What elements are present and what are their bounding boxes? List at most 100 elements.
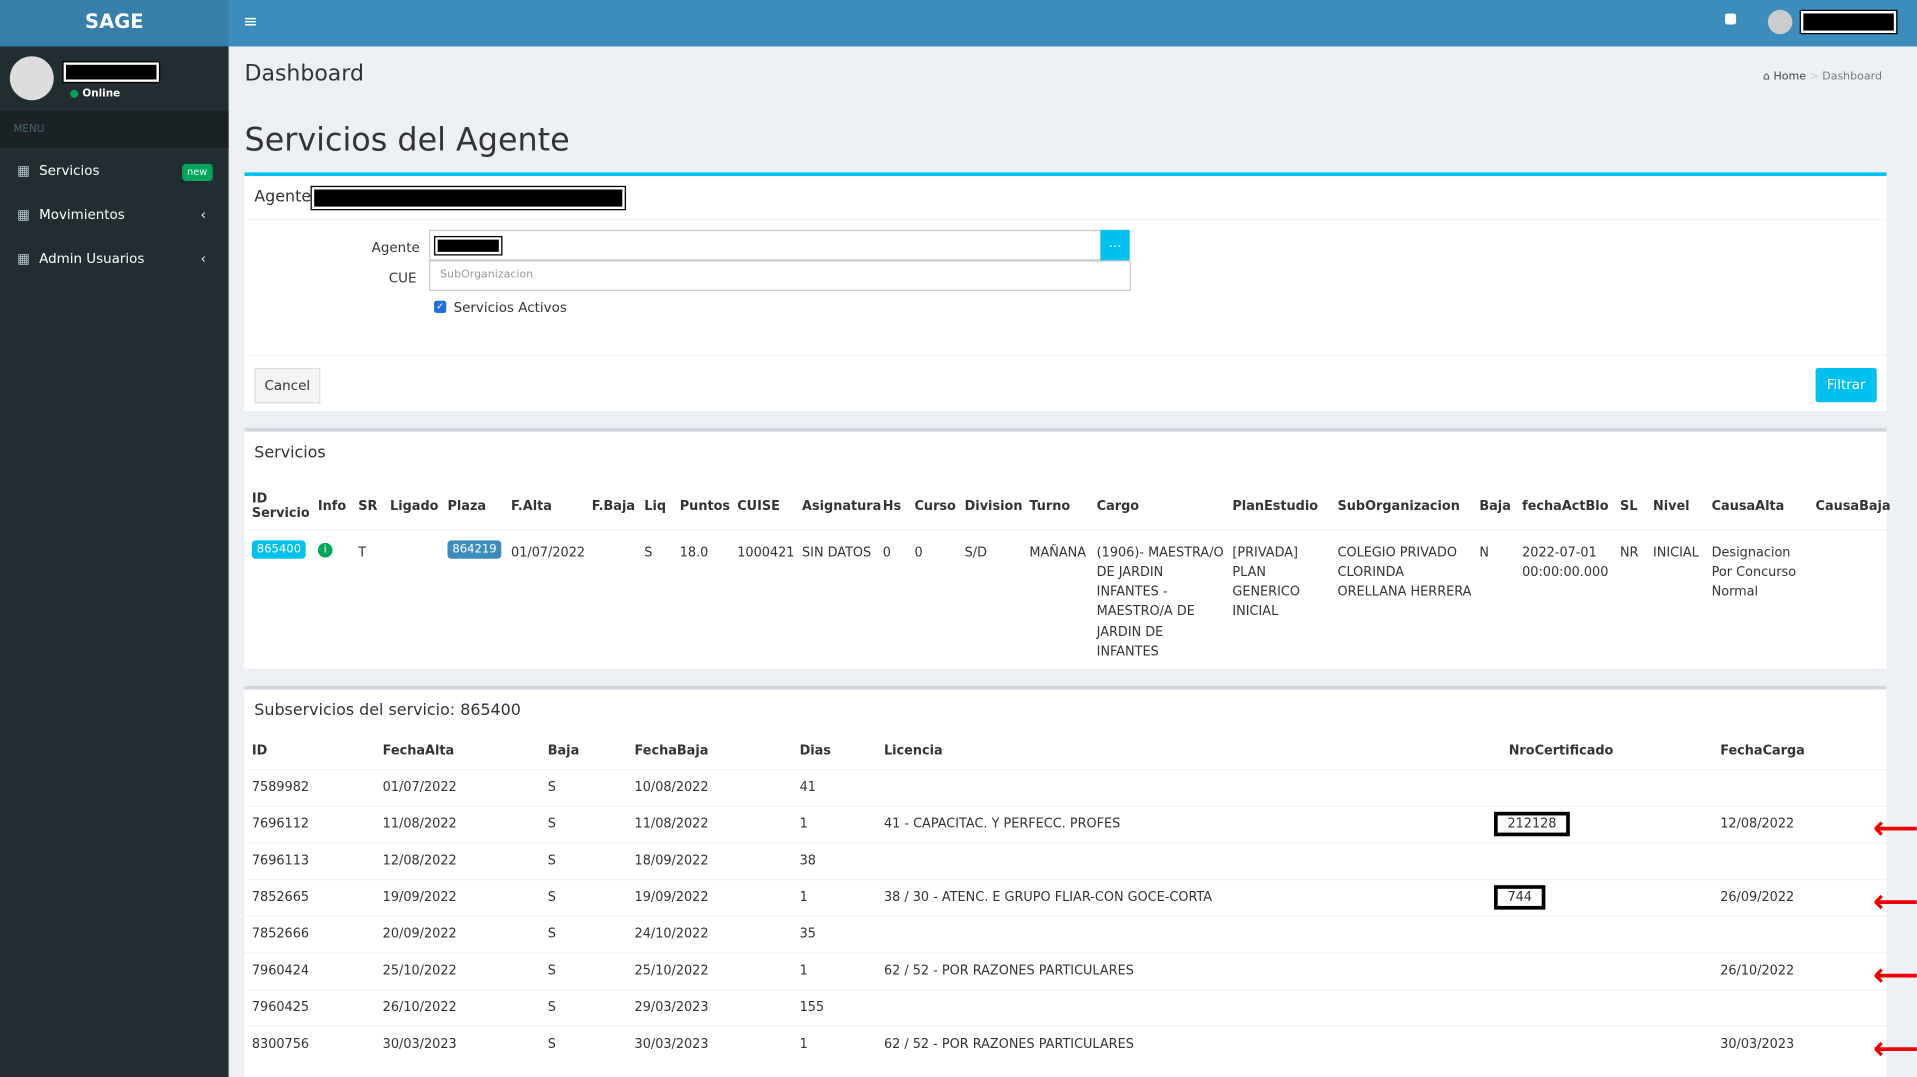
cell [1501, 1026, 1713, 1063]
arrow: ⟵ [1873, 810, 1917, 848]
cell: S [540, 916, 627, 953]
checkbox[interactable]: ✓ [434, 300, 447, 313]
column-header: CUISE [737, 498, 780, 514]
cell-text: Designacion Por Concurso Normal [1711, 544, 1797, 600]
cell: 11/08/2022 [627, 806, 792, 843]
cell: 20/09/2022 [375, 916, 540, 953]
box-title: Agente [254, 188, 312, 207]
column-header: Nivel [1652, 498, 1690, 514]
column-header: SubOrganizacion [1337, 498, 1460, 514]
cell: 11/08/2022 [375, 806, 540, 843]
row: 7960425 26/10/2022 S 29/03/2023 155 [244, 989, 1887, 1026]
avatar[interactable] [1767, 9, 1793, 35]
menu-label: MENU [0, 111, 229, 148]
menu-toggle[interactable]: ≡ [243, 12, 258, 32]
cell-text: 8300756 [251, 1037, 310, 1052]
cell: NR [1613, 529, 1646, 666]
notifications[interactable] [1725, 13, 1737, 25]
cell: 26/09/2022 [1713, 879, 1887, 916]
cell: 26/10/2022 [375, 989, 540, 1026]
menu-item[interactable]: ▦ Movimientos ‹ [0, 193, 229, 237]
cell-text: 24/10/2022 [634, 926, 709, 942]
cell-text: 19/09/2022 [382, 890, 457, 905]
column-header: Baja [1479, 498, 1511, 514]
cell-text: 11/08/2022 [634, 816, 709, 832]
cell: 62 / 52 - POR RAZONES PARTICULARES ⟵ [877, 1026, 1917, 1065]
id-badge[interactable]: 865400 [251, 539, 306, 559]
cell: INICIAL [1646, 529, 1705, 666]
cell: (1906)- MAESTRA/O DE JARDIN INFANTES - M… [1089, 529, 1225, 666]
cell [584, 529, 637, 666]
box-title: Servicios [254, 443, 326, 463]
menu-item[interactable]: ▦ Admin Usuarios ‹ [0, 237, 229, 281]
column-header: Cargo [1096, 498, 1140, 514]
cell: 7960425 [245, 989, 376, 1026]
cell: 24/10/2022 [627, 916, 792, 953]
menu-label: Movimientos [39, 206, 125, 223]
cell-text: 1 [799, 963, 808, 979]
agente-input[interactable] [429, 229, 1102, 261]
page-title: Dashboard [244, 61, 364, 87]
crumb[interactable]: Home [1773, 70, 1806, 84]
cell-text: 7852665 [251, 890, 310, 905]
column-header: Division [964, 498, 1023, 514]
column-header: Liq [644, 498, 667, 514]
cell [877, 769, 1502, 806]
cell: 25/10/2022 [375, 952, 540, 989]
menu-item[interactable]: ▦ Servicios new [0, 149, 229, 193]
cell-text: S [547, 1000, 556, 1015]
cancel-button[interactable]: Cancel [254, 368, 321, 404]
cell: COLEGIO PRIVADO CLORINDA ORELLANA HERRER… [1330, 529, 1472, 666]
cell-text: SIN DATOS [802, 544, 872, 560]
chevron: ‹ [200, 250, 206, 267]
highlighted-value: 212128 [1494, 811, 1570, 837]
icon: ▦ [17, 250, 30, 267]
cell-text: 0 [914, 544, 923, 560]
cell: Designacion Por Concurso Normal [1704, 529, 1808, 666]
cell: i [311, 529, 351, 666]
cell-text: 7589982 [251, 780, 310, 795]
column-header: Baja [547, 743, 580, 758]
cell: 7852665 [245, 879, 376, 916]
cell: 18.0 [672, 529, 729, 666]
cell-text: COLEGIO PRIVADO CLORINDA ORELLANA HERRER… [1337, 544, 1472, 600]
cell [1713, 916, 1887, 953]
column-header: Dias [799, 743, 831, 758]
cell-text: 2022-07-01 00:00:00.000 [1522, 544, 1609, 580]
column-header: SR [358, 498, 378, 514]
cell [1501, 989, 1713, 1026]
heading: Servicios del Agente [244, 122, 570, 159]
cell [1713, 842, 1887, 879]
cell: S [540, 879, 627, 916]
cell: 0 [907, 529, 957, 666]
cell: 41 [792, 769, 876, 806]
cell [383, 529, 440, 666]
cell: 38 [792, 842, 876, 879]
cell [1501, 842, 1713, 879]
header-row: ID FechaAlta Baja FechaBaja Dias Licencia NroC… [244, 732, 1887, 770]
cell-text: 0 [882, 544, 891, 560]
cue-input[interactable]: SubOrganizacion [429, 260, 1131, 291]
id-badge[interactable]: 864219 [447, 539, 502, 559]
menu-label: Servicios [39, 162, 100, 179]
info-icon[interactable]: i [317, 542, 333, 557]
row: 865400 i T 864219 01/07/2022 S 18.0 1000421 SIN … [244, 529, 1887, 667]
row: 7589982 01/07/2022 S 10/08/2022 41 [244, 769, 1887, 806]
filter-button[interactable]: Filtrar [1815, 368, 1877, 403]
cell-text: S [547, 1037, 556, 1052]
cell: 1 [792, 879, 876, 916]
cell-text: S [644, 544, 653, 560]
cell: N [1472, 529, 1515, 666]
label: CUE [388, 270, 417, 287]
cell-text: S [547, 926, 556, 942]
cell-text: 12/08/2022 [1720, 816, 1795, 832]
search-button[interactable]: ... [1100, 229, 1130, 261]
cell-text: 11/08/2022 [382, 816, 457, 832]
cell [1501, 952, 1713, 989]
column-header: Hs [882, 498, 902, 514]
cell-text: 26/10/2022 [382, 1000, 457, 1015]
column-header: F.Baja [591, 498, 636, 514]
cell-text: S [547, 853, 556, 869]
cell: 7852666 [245, 916, 376, 953]
column-header: SL [1619, 498, 1638, 514]
